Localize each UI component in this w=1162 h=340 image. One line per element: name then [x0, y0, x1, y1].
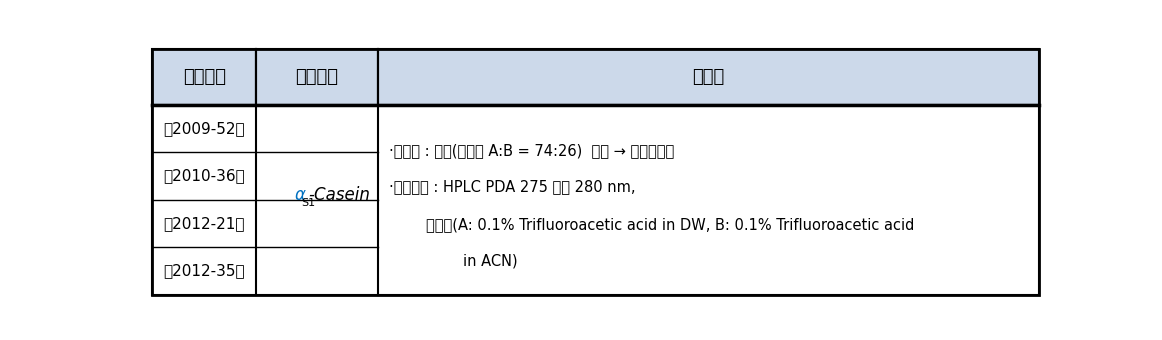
Text: 이동상(A: 0.1% Trifluoroacetic acid in DW, B: 0.1% Trifluoroacetic acid: 이동상(A: 0.1% Trifluoroacetic acid in DW, … [389, 217, 914, 232]
Text: 제2012-35호: 제2012-35호 [164, 264, 245, 278]
Text: 시험법: 시험법 [691, 68, 724, 86]
Text: ·전처리 : 용매(이동상 A:B = 74:26)  용해 → 초음파추출: ·전처리 : 용매(이동상 A:B = 74:26) 용해 → 초음파추출 [389, 143, 675, 158]
Bar [152, 105, 1039, 295]
Text: ·기기조건 : HPLC PDA 275 또는 280 nm,: ·기기조건 : HPLC PDA 275 또는 280 nm, [389, 179, 636, 194]
Text: 인정번호: 인정번호 [182, 68, 225, 86]
Bar [152, 49, 256, 105]
Text: α: α [294, 186, 306, 204]
Text: 제2012-21호: 제2012-21호 [164, 216, 245, 231]
Bar [378, 49, 1039, 105]
Text: 제2009-52호: 제2009-52호 [164, 121, 245, 136]
Text: -Casein: -Casein [308, 186, 370, 204]
Text: 제2010-36호: 제2010-36호 [164, 169, 245, 184]
Text: in ACN): in ACN) [389, 253, 518, 268]
Text: S1: S1 [301, 198, 316, 208]
Bar [256, 49, 378, 105]
Text: 지표성분: 지표성분 [295, 68, 338, 86]
